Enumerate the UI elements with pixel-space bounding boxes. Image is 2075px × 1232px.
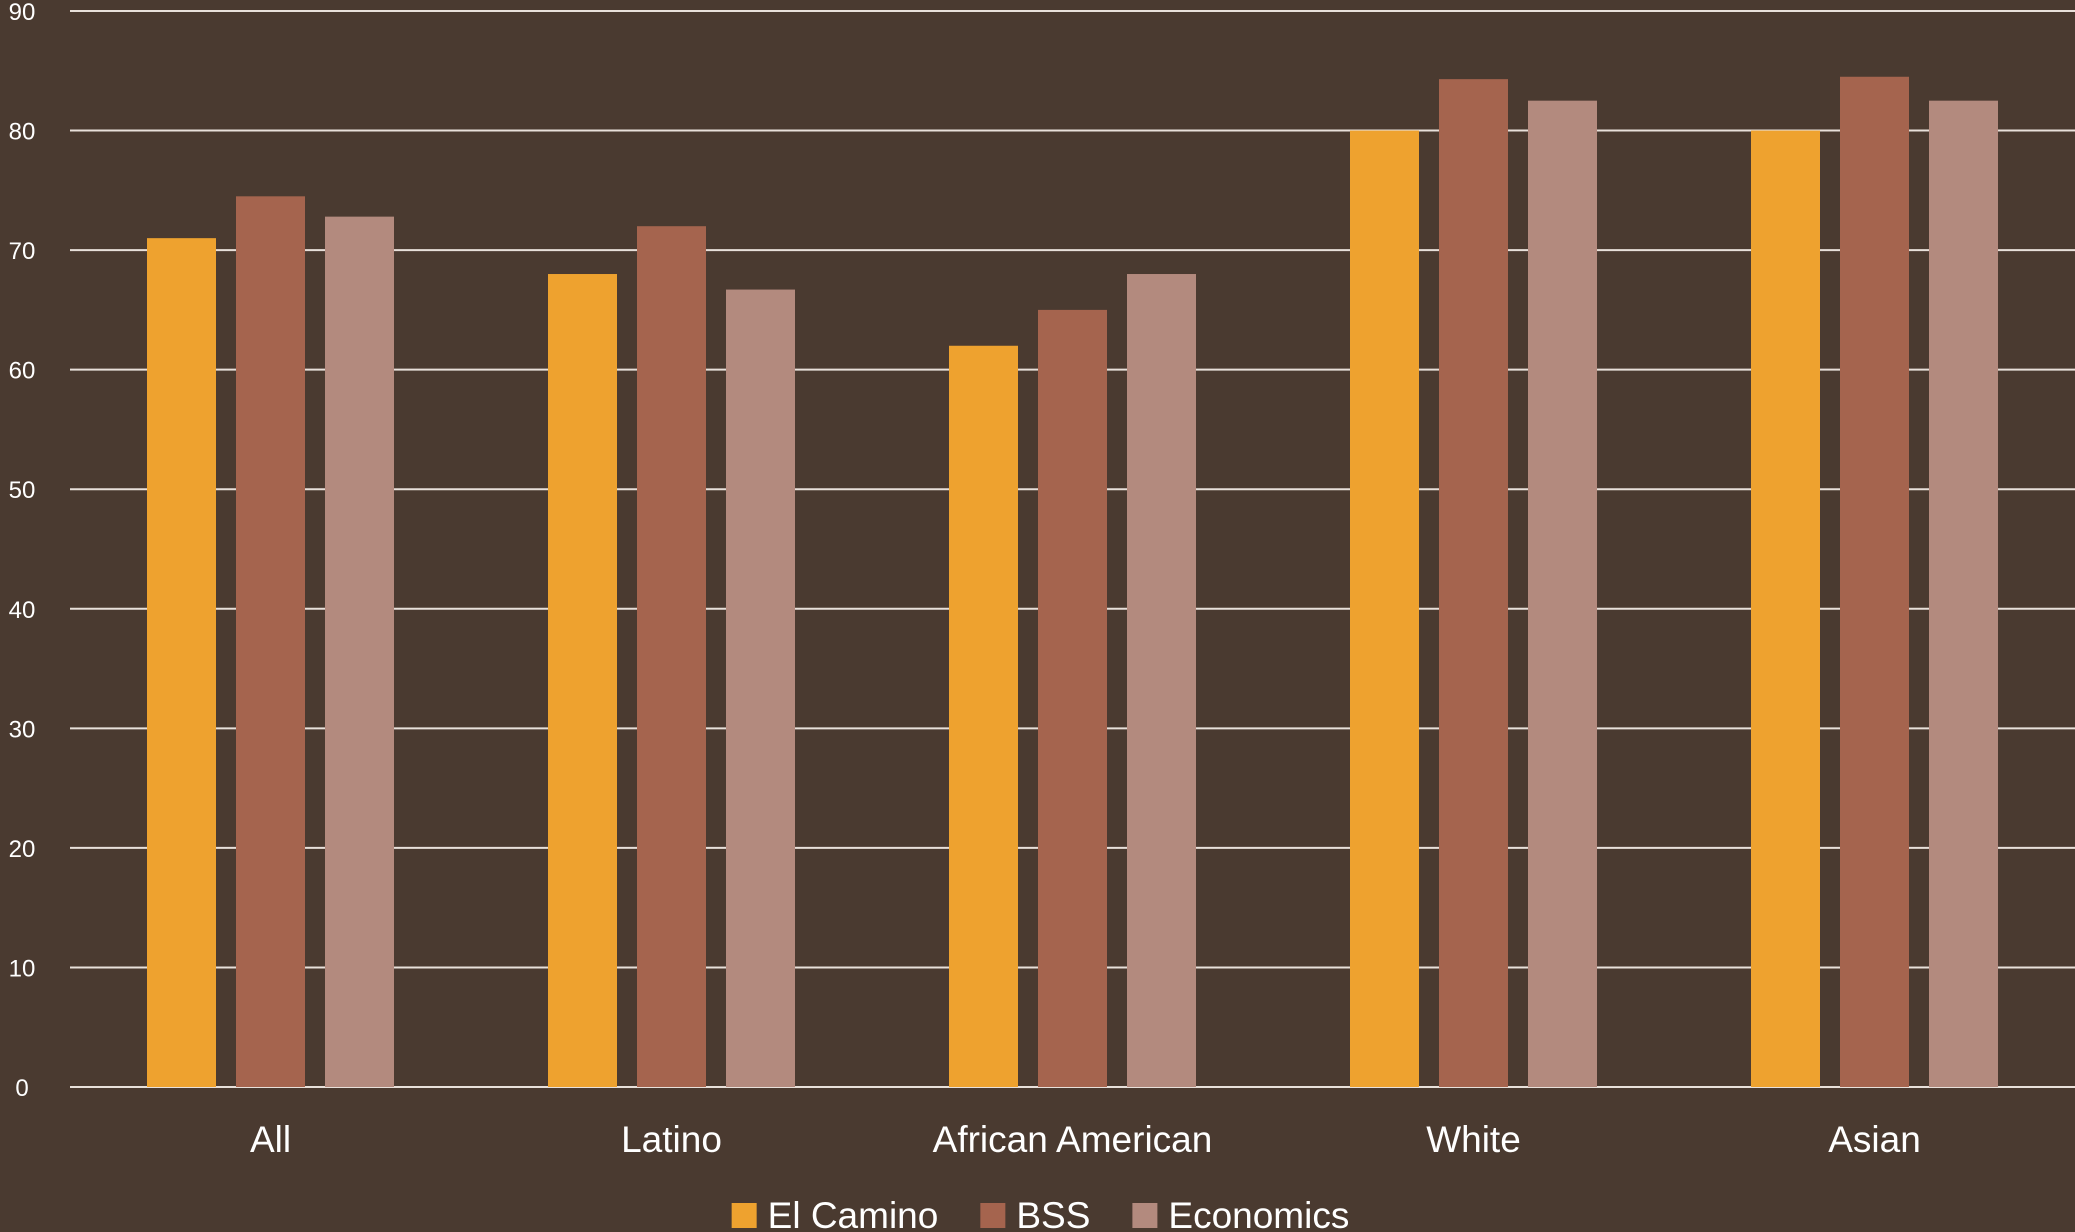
y-tick-label: 70 (9, 238, 36, 265)
bar-economics-asian (1929, 100, 1998, 1087)
legend: El Camino BSS Economics (731, 1195, 1349, 1232)
bar-bss-white (1439, 79, 1508, 1087)
x-category-label: Asian (1828, 1119, 1921, 1160)
y-tick-label: 60 (9, 358, 36, 385)
y-axis-tick-labels: 0 10 20 30 40 50 60 70 80 90 (9, 0, 36, 1102)
bar-el-camino-white (1350, 130, 1419, 1088)
x-category-label: African American (933, 1119, 1213, 1160)
bar-bss-latino (637, 226, 706, 1087)
y-tick-label: 90 (9, 0, 36, 26)
y-tick-label: 10 (9, 955, 36, 982)
legend-label: Economics (1168, 1195, 1349, 1232)
bar-el-camino-african-american (949, 345, 1018, 1087)
bar-series (147, 76, 1998, 1088)
bar-bss-african-american (1038, 309, 1107, 1087)
y-tick-label: 80 (9, 119, 36, 146)
legend-swatch (731, 1203, 757, 1228)
legend-item: BSS (980, 1195, 1090, 1232)
bar-el-camino-asian (1751, 130, 1820, 1088)
y-tick-label: 0 (15, 1075, 28, 1102)
y-tick-label: 30 (9, 716, 36, 743)
x-category-label: White (1426, 1119, 1521, 1160)
bar-el-camino-all (147, 238, 216, 1088)
bar-bss-all (236, 196, 305, 1088)
bar-economics-african-american (1127, 274, 1196, 1087)
legend-item: El Camino (731, 1195, 939, 1232)
y-tick-label: 20 (9, 836, 36, 863)
bar-bss-asian (1840, 76, 1909, 1087)
x-axis-category-labels: All Latino African American White Asian (250, 1119, 1921, 1160)
bar-economics-all (325, 216, 394, 1087)
legend-swatch (1132, 1203, 1158, 1228)
legend-swatch (980, 1203, 1006, 1228)
legend-label: El Camino (768, 1195, 939, 1232)
legend-label: BSS (1016, 1195, 1090, 1232)
y-tick-label: 40 (9, 597, 36, 624)
legend-item: Economics (1132, 1195, 1349, 1232)
x-category-label: All (250, 1119, 291, 1160)
x-category-label: Latino (621, 1119, 722, 1160)
bar-economics-white (1528, 100, 1597, 1087)
bar-economics-latino (726, 289, 795, 1087)
y-tick-label: 50 (9, 477, 36, 504)
bar-el-camino-latino (548, 274, 617, 1087)
